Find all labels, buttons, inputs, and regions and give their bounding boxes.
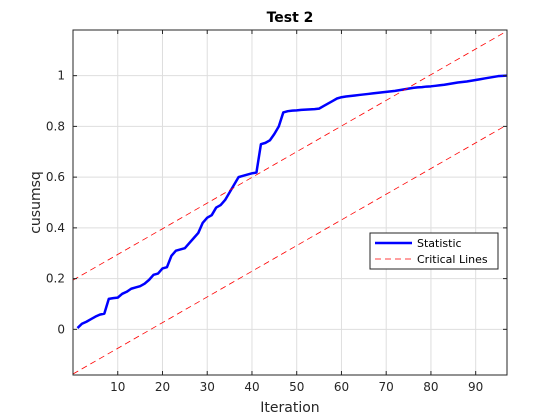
- x-tick-label: 40: [244, 380, 259, 394]
- y-tick-label: 1: [57, 69, 65, 83]
- x-tick-label: 90: [468, 380, 483, 394]
- critical-line-1: [73, 30, 507, 281]
- x-tick-label: 60: [334, 380, 349, 394]
- x-tick-label: 20: [155, 380, 170, 394]
- legend-label-critical-lines: Critical Lines: [417, 253, 488, 266]
- legend-box: [369, 232, 499, 270]
- y-tick-label: 0: [57, 322, 65, 336]
- y-axis-label: cusumsq: [28, 171, 44, 234]
- x-tick-label: 50: [289, 380, 304, 394]
- y-tick-label: 0.8: [46, 119, 65, 133]
- x-tick-label: 10: [110, 380, 125, 394]
- plot-frame: [72, 29, 508, 376]
- y-tick-label: 0.4: [46, 221, 65, 235]
- axis-ticks: 10 20 30 40 50 60 70 80 90 0 0.2 0.4 0.6 0.8 1: [46, 30, 507, 394]
- x-tick-label: 70: [379, 380, 394, 394]
- legend-label-statistic: Statistic: [417, 237, 462, 250]
- x-tick-label: 30: [200, 380, 215, 394]
- y-tick-label: 0.6: [46, 170, 65, 184]
- y-tick-label: 0.2: [46, 272, 65, 286]
- plot-area: [73, 30, 507, 375]
- statistic-line: [76, 74, 507, 329]
- chart-title: Test 2: [267, 10, 314, 26]
- series-group: [73, 30, 507, 375]
- x-tick-label: 80: [423, 380, 438, 394]
- legend: Statistic Critical Lines: [369, 232, 499, 270]
- critical-line-2: [73, 124, 507, 375]
- x-axis-label: Iteration: [260, 400, 319, 416]
